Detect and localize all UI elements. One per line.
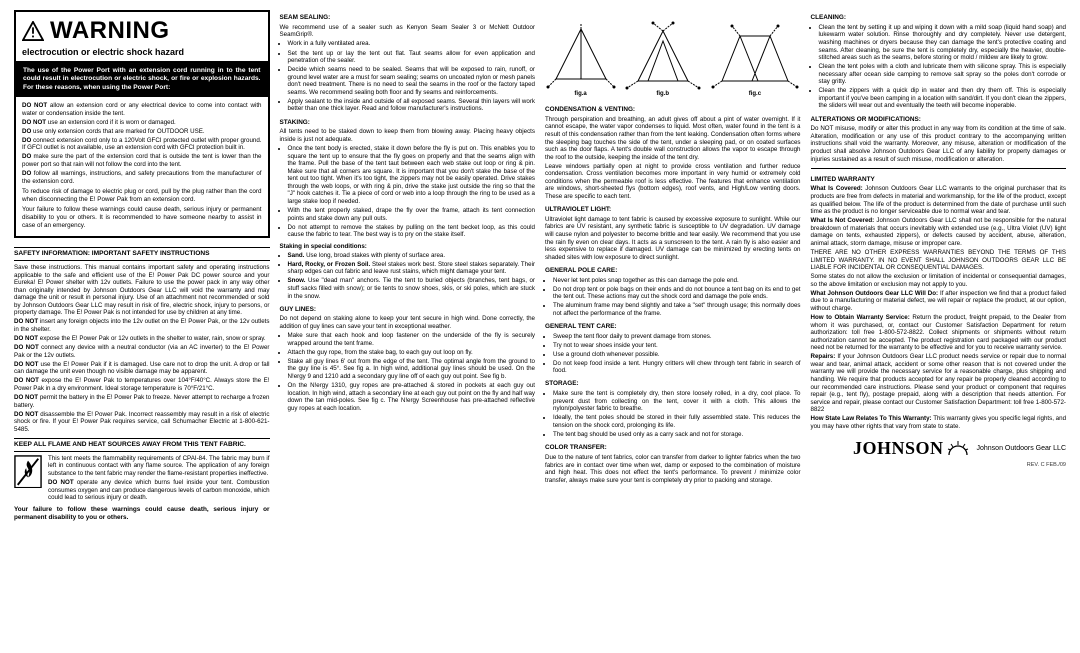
stake-list: Once the tent body is erected, stake it … — [280, 145, 536, 240]
column-1: WARNING electrocution or electric shock … — [14, 10, 270, 643]
divider — [811, 168, 1067, 169]
do-line: DO connect extension cord only to a 120V… — [22, 137, 262, 152]
pole-list: Never let tent poles snap together as th… — [545, 277, 801, 319]
pole-head: GENERAL POLE CARE: — [545, 267, 801, 275]
do-line: DO make sure the part of the extension c… — [22, 153, 262, 168]
guy-list: Make sure that each hook and loop fasten… — [280, 332, 536, 414]
uv-head: ULTRAVIOLET LIGHT: — [545, 206, 801, 214]
safety-heading: SAFETY INFORMATION: IMPORTANT SAFETY INS… — [14, 247, 270, 261]
warning-body: DO NOT allow an extension cord or any el… — [16, 97, 268, 236]
flame-heading: KEEP ALL FLAME AND HEAT SOURCES AWAY FRO… — [14, 438, 270, 452]
do-line: DO NOT disassemble the E! Power Pak. Inc… — [14, 411, 270, 434]
do-line: DO NOT insert any foreign objects into t… — [14, 318, 270, 333]
special-list: Sand. Use long, broad stakes with plenty… — [280, 252, 536, 302]
repairs: Repairs: If your Johnson Outdoors Gear L… — [811, 353, 1067, 414]
some-states: Some states do not allow the exclusion o… — [811, 273, 1067, 288]
seal-intro: We recommend use of a sealer such as Ken… — [280, 24, 536, 39]
cleaning-head: CLEANING: — [811, 14, 1067, 22]
tent-diagram-a-icon — [546, 21, 616, 91]
column-3: fig.a fig.b — [545, 10, 801, 643]
limited-warranty-head: LIMITED WARRANTY — [811, 176, 1067, 184]
storage-list: Make sure the tent is completely dry, th… — [545, 390, 801, 440]
diagrams-row: fig.a fig.b — [545, 10, 801, 98]
do-line: DO NOT expose the E! Power Pak to temper… — [14, 377, 270, 392]
condensation-head: CONDENSATION & VENTING: — [545, 106, 801, 114]
uv-body: Ultraviolet light damage to tent fabric … — [545, 216, 801, 261]
cleaning-list: Clean the tent by setting it up and wipi… — [811, 24, 1067, 112]
tent-diagram-c-icon — [710, 21, 800, 91]
obtain: How to Obtain Warranty Service: Return t… — [811, 314, 1067, 352]
tent-diagram-b-icon — [623, 21, 703, 91]
safety-intro: Save these instructions. This manual con… — [14, 264, 270, 317]
color-body: Due to the nature of tent fabrics, color… — [545, 454, 801, 484]
page: WARNING electrocution or electric shock … — [0, 0, 1080, 653]
warning-title: WARNING — [50, 16, 170, 45]
warning-black-box: The use of the Power Port with an extens… — [16, 62, 268, 97]
storage-head: STORAGE: — [545, 380, 801, 388]
warning-triangle-icon — [22, 21, 44, 41]
do-line: DO follow all warnings, instructions, an… — [22, 170, 262, 185]
johnson-logo: JOHNSON — [853, 438, 944, 460]
revision: REV. C FEB./09 — [811, 462, 1067, 469]
tent-head: GENERAL TENT CARE: — [545, 323, 801, 331]
column-2: SEAM SEALING: We recommend use of a seal… — [280, 10, 536, 643]
no-other: THERE ARE NO OTHER EXPRESS WARRANTIES BE… — [811, 249, 1067, 272]
flame-row: This tent meets the flammability require… — [14, 455, 270, 503]
diagram-c: fig.c — [710, 21, 800, 98]
will-do: What Johnson Outdoors Gear LLC Will Do: … — [811, 290, 1067, 313]
alterations-head: ALTERATIONS OR MODIFICATIONS: — [811, 116, 1067, 124]
do-line: DO use only extension cords that are mar… — [22, 128, 262, 136]
warning-box: WARNING electrocution or electric shock … — [14, 10, 270, 238]
alterations-body: Do NOT misuse, modify or alter this prod… — [811, 125, 1067, 163]
staking-head: STAKING: — [280, 119, 536, 127]
stake-intro: All tents need to be staked down to keep… — [280, 128, 536, 143]
not-covered: What Is Not Covered: Johnson Outdoors Ge… — [811, 217, 1067, 247]
flame-fail: Your failure to follow these warnings co… — [14, 506, 270, 522]
color-head: COLOR TRANSFER: — [545, 444, 801, 452]
diagram-b: fig.b — [623, 21, 703, 98]
warning-reduce: To reduce risk of damage to electric plu… — [22, 188, 262, 203]
guy-intro: Do not depend on staking alone to keep y… — [280, 315, 536, 330]
do-line: DO NOT permit the battery in the E! Powe… — [14, 394, 270, 409]
flame-text: This tent meets the flammability require… — [48, 455, 270, 503]
tent-list: Sweep the tent floor daily to prevent da… — [545, 333, 801, 377]
warning-subtitle: electrocution or electric shock hazard — [16, 47, 268, 62]
cond-body: Through perspiration and breathing, an a… — [545, 116, 801, 161]
do-line: DO NOT connect any device with a neutral… — [14, 344, 270, 359]
seam-sealing-head: SEAM SEALING: — [280, 14, 536, 22]
do-line: DO NOT use an extension cord if it is wo… — [22, 119, 262, 127]
what-covered: What Is Covered: Johnson Outdoors Gear L… — [811, 185, 1067, 215]
state-law: How State Law Relates To This Warranty: … — [811, 415, 1067, 430]
column-4: CLEANING: Clean the tent by setting it u… — [811, 10, 1067, 643]
cond-body2: Leave windows partially open at night to… — [545, 163, 801, 201]
seal-list: Work in a fully ventilated area. Set the… — [280, 40, 536, 114]
do-line: DO NOT expose the E! Power Pak or 12v ou… — [14, 335, 270, 343]
warning-header: WARNING — [16, 12, 268, 47]
do-line: DO NOT allow an extension cord or any el… — [22, 102, 262, 117]
logo-row: JOHNSON Johnson Outdoors Gear LLC — [811, 438, 1067, 460]
do-line: DO NOT use the E! Power Pak if it is dam… — [14, 361, 270, 376]
diagram-a: fig.a — [546, 21, 616, 98]
special-head: Staking in special conditions: — [280, 243, 536, 251]
sun-icon — [947, 441, 969, 457]
no-flame-icon — [14, 455, 42, 489]
guy-head: GUY LINES: — [280, 306, 536, 314]
warning-fail: Your failure to follow these warnings co… — [22, 206, 262, 229]
logo-subtitle: Johnson Outdoors Gear LLC — [977, 445, 1067, 454]
